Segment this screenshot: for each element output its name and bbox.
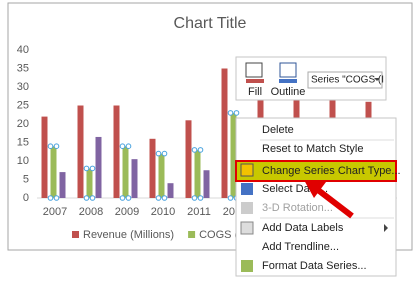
x-tick-label: 2010	[151, 206, 175, 218]
outline-icon[interactable]	[279, 62, 297, 78]
bar	[50, 146, 57, 198]
selection-handle	[119, 195, 126, 201]
bar	[158, 153, 165, 198]
bar	[86, 168, 93, 198]
bar	[95, 136, 102, 198]
menu-highlight	[235, 160, 397, 182]
icon	[241, 202, 253, 214]
selection-handle	[227, 195, 234, 201]
selection-handle	[53, 143, 60, 149]
menu-item[interactable]: Delete	[262, 124, 294, 136]
selection-handle	[227, 110, 234, 116]
selection-handle	[53, 195, 60, 201]
icon	[240, 221, 254, 235]
menu-item[interactable]: Add Trendline...	[262, 241, 339, 253]
x-tick-label: 2009	[115, 206, 139, 218]
fill-icon[interactable]	[245, 62, 263, 78]
x-tick-label: 2011	[187, 206, 211, 218]
selection-handle	[47, 195, 54, 201]
bar	[59, 172, 66, 198]
x-tick-label: 2007	[43, 206, 67, 218]
outline-swatch	[279, 79, 297, 83]
x-tick-label: 2008	[79, 206, 103, 218]
bar	[203, 170, 210, 198]
menu-item[interactable]: Format Data Series...	[262, 260, 367, 272]
menu-item-disabled: 3-D Rotation...	[262, 202, 333, 214]
selection-handle	[89, 195, 96, 201]
icon	[240, 163, 254, 177]
annotation-arrowhead	[304, 180, 326, 198]
bar	[149, 138, 156, 198]
dropdown-arrow	[374, 78, 380, 81]
menu-bg	[235, 117, 397, 277]
mini-toolbar: Fill Outline Series "COGS (I	[235, 56, 387, 101]
y-tick-label: 10	[17, 155, 29, 167]
selection-handle	[83, 165, 90, 172]
y-tick-label: 30	[17, 81, 29, 93]
y-tick-label: 20	[17, 118, 29, 130]
selection-handle	[125, 143, 132, 149]
context-menu: Delete Reset to Match Style Change Serie…	[235, 117, 401, 277]
bar	[221, 68, 228, 198]
selection-handle	[83, 195, 90, 201]
selection-handle	[197, 147, 204, 153]
bar	[113, 105, 120, 198]
bar	[185, 120, 192, 198]
icon	[241, 260, 253, 272]
legend-swatch	[72, 231, 79, 238]
legend-swatch	[188, 231, 196, 238]
y-tick-label: 40	[17, 44, 29, 56]
y-tick-label: 5	[23, 173, 29, 185]
selection-handle	[47, 143, 54, 149]
selection-handle	[155, 150, 162, 157]
selection-handle	[191, 195, 198, 201]
bar	[77, 105, 84, 198]
bar	[194, 149, 201, 198]
legend-label: Revenue (Millions)	[83, 229, 174, 241]
outline-label[interactable]: Outline	[271, 86, 306, 98]
menu-item[interactable]: Change Series Chart Type...	[262, 165, 401, 177]
bar	[167, 183, 174, 198]
annotation-arrow	[316, 187, 354, 219]
y-tick-label: 0	[23, 192, 29, 204]
bar	[41, 116, 48, 198]
series-dropdown-text: Series "COGS (I	[311, 75, 384, 86]
fill-swatch	[246, 79, 264, 83]
y-tick-label: 35	[17, 62, 29, 74]
bar	[131, 159, 138, 198]
series-dropdown[interactable]	[307, 71, 383, 89]
menu-item[interactable]: Reset to Match Style	[262, 143, 364, 155]
y-tick-label: 25	[17, 99, 29, 111]
selection-handle	[197, 195, 204, 201]
selection-handle	[233, 110, 240, 116]
bar	[122, 146, 129, 198]
selection-handle	[161, 195, 168, 201]
selection-handle	[191, 147, 198, 153]
selection-handle	[161, 150, 168, 157]
selection-handle	[119, 143, 126, 149]
fill-label[interactable]: Fill	[248, 86, 262, 98]
y-tick-label: 15	[17, 136, 29, 148]
chart-title: Chart Title	[174, 15, 247, 32]
selection-handle	[89, 165, 96, 172]
selection-handle	[155, 195, 162, 201]
menu-item[interactable]: Add Data Labels	[262, 222, 344, 234]
selection-handle	[125, 195, 132, 201]
icon	[241, 183, 253, 195]
submenu-arrow	[384, 224, 388, 232]
bar	[230, 112, 237, 198]
